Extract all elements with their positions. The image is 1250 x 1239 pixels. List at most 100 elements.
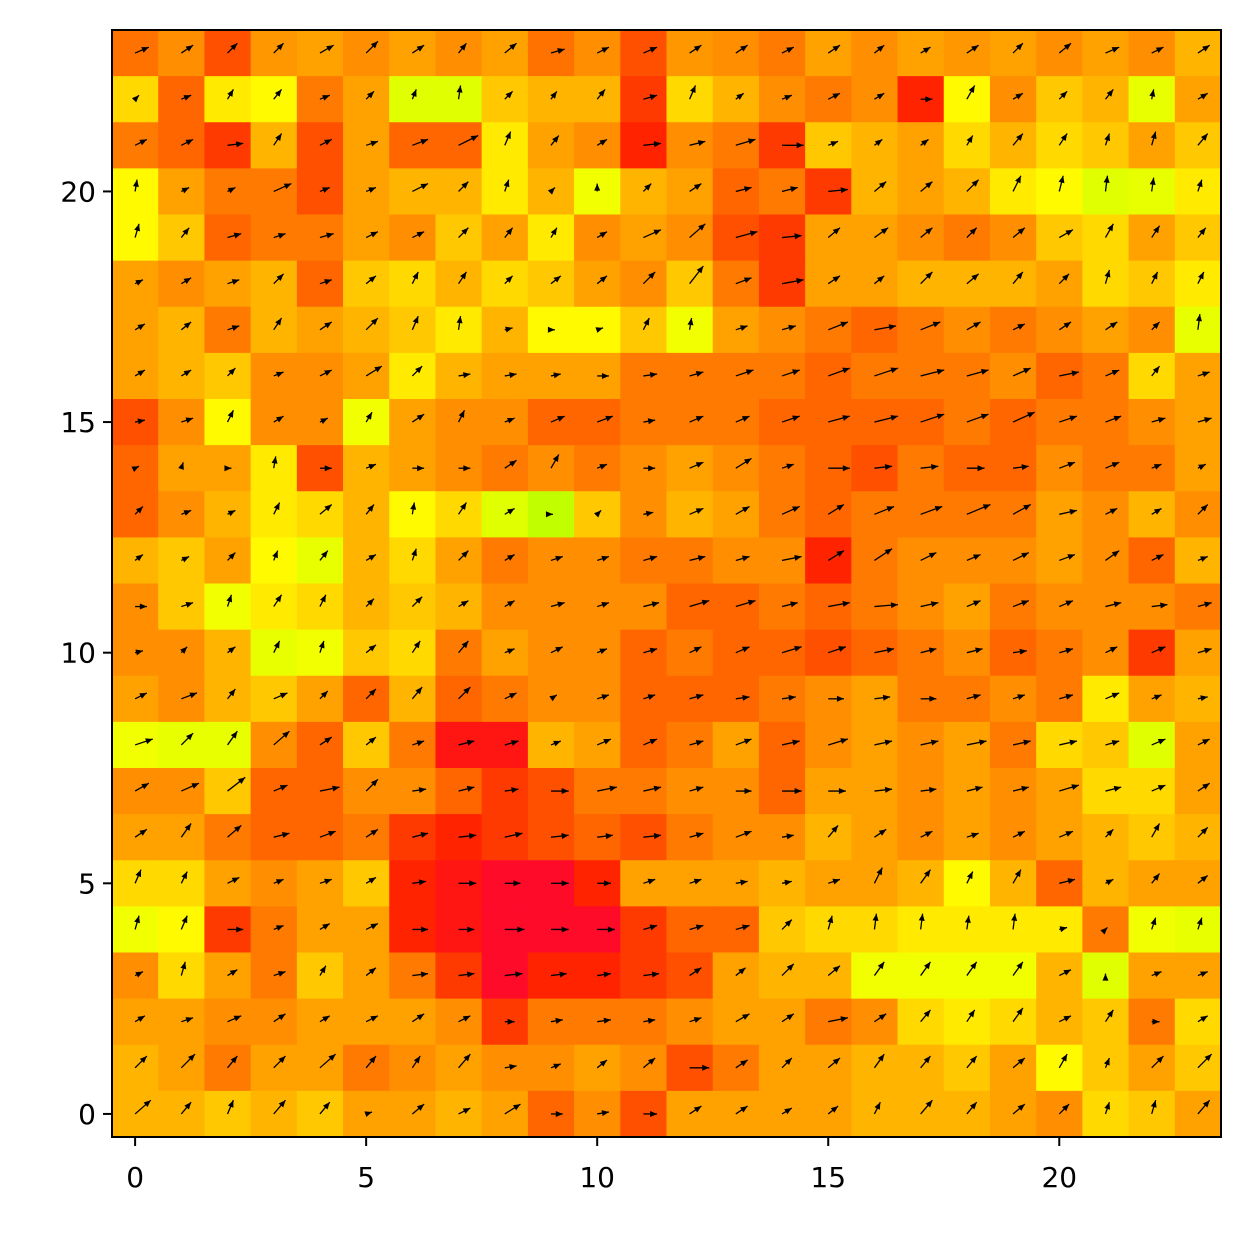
quiver-arrow (689, 85, 697, 100)
quiver-arrow (689, 599, 710, 608)
quiver-arrow (412, 138, 429, 146)
quiver-arrow (1151, 602, 1168, 609)
quiver-arrow (643, 738, 658, 746)
quiver-arrow (1012, 551, 1030, 562)
heatmap-cell (943, 1090, 991, 1138)
quiver-arrow (1012, 42, 1024, 54)
quiver-arrow (735, 369, 754, 377)
quiver-arrow (134, 1099, 152, 1115)
quiver-arrow (920, 464, 939, 470)
quiver-arrow (874, 44, 885, 54)
quiver-arrow (966, 693, 981, 700)
quiver-arrow (827, 275, 841, 285)
quiver-arrows (131, 40, 1213, 1118)
quiver-arrow (735, 1059, 748, 1069)
quiver-arrow (319, 232, 334, 239)
quiver-arrow (458, 271, 467, 285)
heatmap-cell (389, 629, 437, 677)
quiver-arrow (689, 1017, 702, 1023)
quiver-arrow (456, 315, 463, 330)
quiver-arrow (874, 324, 897, 331)
quiver-arrow (596, 602, 610, 608)
y-tick-label: 20 (60, 175, 96, 208)
heatmap-cell (204, 1044, 252, 1092)
quiver-arrow (920, 321, 941, 331)
quiver-arrow (365, 275, 377, 285)
quiver-arrow (781, 186, 798, 193)
quiver-arrow (180, 44, 194, 54)
quiver-arrow (180, 227, 190, 238)
quiver-arrow (227, 688, 236, 700)
quiver-arrow (1151, 1055, 1164, 1069)
heatmap-cell (989, 906, 1037, 954)
quiver-arrow (735, 738, 752, 746)
quiver-arrow (966, 44, 980, 54)
heatmap-cell (250, 122, 298, 169)
quiver-arrow (226, 730, 238, 746)
quiver-arrow (595, 327, 604, 333)
quiver-arrow (735, 924, 750, 931)
heatmap-cell (527, 122, 575, 169)
quiver-arrow (1151, 46, 1164, 54)
quiver-arrow (273, 971, 286, 977)
quiver-arrow (180, 1101, 192, 1115)
heatmap-cell (250, 491, 298, 538)
quiver-arrow (1196, 314, 1202, 330)
quiver-arrow (550, 555, 563, 562)
heatmap-cell (943, 122, 991, 169)
quiver-arrow (134, 279, 144, 286)
quiver-arrow (642, 1057, 656, 1069)
quiver-arrow (1058, 273, 1070, 285)
heatmap-cell (1174, 214, 1222, 262)
quiver-arrow (504, 692, 517, 700)
quiver-arrow (1102, 973, 1109, 981)
quiver-arrow (1012, 869, 1022, 884)
quiver-arrow (411, 44, 425, 54)
quiver-arrow (180, 369, 192, 377)
quiver-arrow (781, 879, 792, 886)
quiver-arrow (273, 1099, 287, 1115)
quiver-arrow (1105, 550, 1120, 561)
quiver-arrow (920, 869, 931, 884)
quiver-arrow (273, 784, 288, 792)
quiver-arrow (596, 463, 608, 470)
quiver-arrow (874, 92, 885, 100)
heatmap-cell (943, 1044, 991, 1092)
heatmap-cell (112, 860, 159, 907)
quiver-arrow (689, 461, 704, 469)
quiver-arrow (1012, 367, 1032, 377)
quiver-arrow (180, 646, 188, 654)
quiver-arrow (781, 645, 802, 654)
quiver-arrow (181, 1017, 194, 1023)
quiver-arrow (920, 413, 945, 423)
heatmap-cell (343, 491, 390, 538)
quiver-arrow (227, 646, 236, 654)
quiver-arrow (1012, 961, 1024, 976)
quiver-arrow (828, 646, 847, 654)
quiver-arrow (365, 317, 379, 331)
quiver-arrow (1197, 971, 1208, 978)
quiver-arrow (920, 786, 937, 793)
quiver-arrow (411, 271, 419, 284)
quiver-arrow (643, 510, 654, 517)
heatmap-cell (296, 952, 344, 1000)
quiver-arrow (1197, 417, 1212, 423)
quiver-arrow (224, 465, 232, 472)
heatmap-cell (296, 1090, 344, 1138)
quiver-arrow (735, 138, 756, 146)
quiver-arrow (1012, 1103, 1026, 1115)
x-tick-label: 15 (810, 1161, 846, 1194)
quiver-arrow (782, 788, 802, 795)
quiver-arrow (273, 273, 285, 285)
quiver-arrow (873, 867, 883, 884)
quiver-arrow (596, 88, 606, 100)
quiver-arrow (365, 828, 379, 838)
quiver-arrow (1058, 175, 1065, 192)
quiver-arrow (134, 915, 140, 930)
quiver-arrow (920, 138, 929, 147)
heatmap-cell (758, 906, 806, 954)
quiver-arrow (735, 879, 748, 886)
quiver-arrow (550, 415, 565, 423)
quiver-arrow (273, 692, 288, 700)
quiver-arrow (504, 417, 515, 424)
